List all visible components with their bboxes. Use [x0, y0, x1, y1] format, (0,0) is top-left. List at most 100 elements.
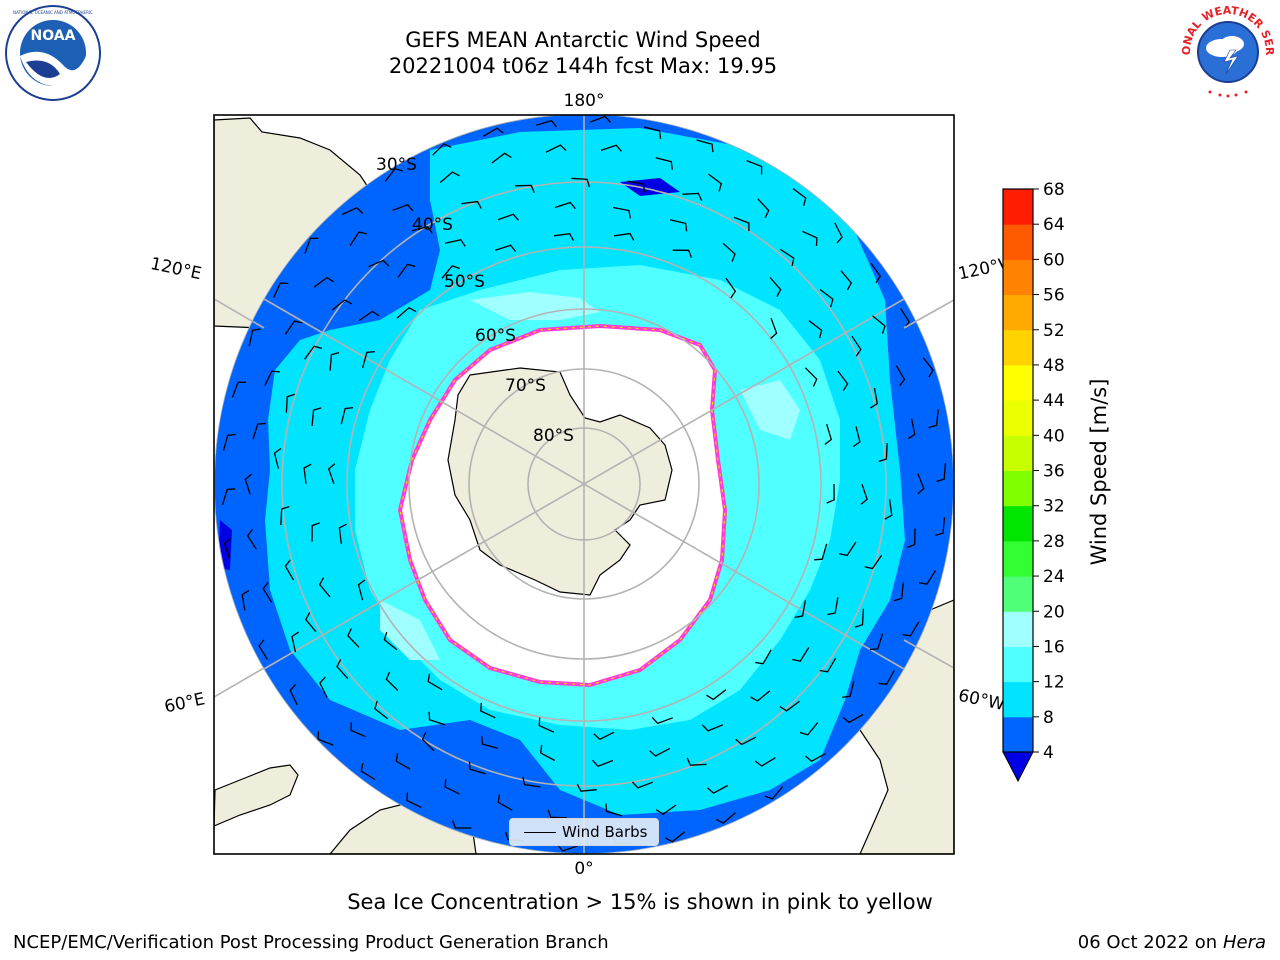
wind-barb — [757, 198, 770, 218]
wind-barb — [605, 803, 623, 817]
colorbar-tick-label: 32 — [1043, 497, 1065, 517]
wind-barb — [707, 784, 729, 794]
colorbar-tick-label: 20 — [1043, 602, 1065, 622]
wind-barb — [592, 759, 614, 767]
wind-barb — [870, 387, 879, 409]
wind-barb — [928, 409, 939, 429]
colorbar-segment — [1003, 259, 1033, 296]
wind-barb — [706, 689, 727, 701]
wind-barb — [406, 792, 422, 808]
wind-barb — [317, 731, 334, 746]
wind-barb — [342, 207, 364, 215]
colorbar-segment — [1003, 681, 1033, 718]
wind-barb — [917, 473, 925, 495]
wind-barb — [672, 249, 693, 259]
wind-barb — [497, 213, 519, 221]
colorbar-segment — [1003, 224, 1033, 260]
colorbar-segment — [1003, 435, 1033, 471]
wind-barb — [649, 747, 671, 757]
wind-barb — [802, 230, 818, 246]
colorbar-tick-label: 44 — [1043, 391, 1065, 411]
wind-barb — [819, 657, 837, 673]
wind-barb — [491, 152, 512, 164]
wind-barbs-legend: Wind Barbs — [509, 818, 659, 846]
legend-line-sample — [524, 832, 556, 833]
colorbar-tick-label: 60 — [1043, 250, 1065, 270]
wind-barb — [248, 328, 261, 347]
wind-barb — [715, 812, 736, 824]
wind-barb — [545, 144, 567, 153]
wind-barb — [794, 600, 807, 619]
wind-barb — [331, 299, 353, 311]
footer-credit: NCEP/EMC/Verification Post Processing Pr… — [13, 932, 609, 953]
colorbar-segment — [1003, 400, 1033, 436]
wind-barb — [754, 757, 776, 767]
colorbar-segment — [1003, 189, 1033, 225]
wind-barb — [539, 744, 556, 762]
wind-barb — [750, 690, 771, 702]
wind-barb — [702, 724, 724, 732]
wind-barb — [600, 144, 622, 152]
wind-barb — [350, 722, 366, 738]
wind-barb — [273, 282, 289, 298]
wind-barb — [665, 831, 686, 843]
wind-barb — [522, 776, 541, 788]
noaa-logo: NOAA NATIONAL OCEANIC AND ATMOSPHERIC — [5, 5, 101, 101]
wind-barb — [439, 171, 460, 183]
wind-barb — [357, 579, 366, 601]
lat-label-80s: 80°S — [533, 426, 574, 446]
map-frame — [213, 114, 955, 855]
map-subtitle: 20221004 t06z 144h fcst Max: 19.95 — [388, 54, 778, 78]
wind-barb — [451, 820, 472, 829]
wind-barb — [244, 473, 252, 495]
wind-barb — [805, 753, 826, 762]
wind-barb — [222, 433, 236, 451]
wind-barb — [383, 632, 398, 651]
lon-label-60w: 60°W — [956, 686, 1006, 715]
wind-barb — [361, 350, 375, 368]
wind-barb — [313, 276, 335, 288]
wind-barb — [221, 488, 236, 505]
wind-barb — [902, 621, 920, 637]
wind-barb — [289, 684, 298, 706]
wind-barb — [385, 671, 399, 691]
wind-barb — [769, 277, 782, 298]
wind-barb — [722, 242, 736, 262]
colorbar-segment — [1003, 576, 1033, 612]
wind-barb — [643, 126, 662, 139]
wind-barb — [396, 307, 417, 319]
wind-barb — [480, 702, 496, 719]
wind-barb — [864, 554, 883, 570]
wind-barb — [556, 844, 579, 852]
lon-label-60e: 60°E — [163, 689, 207, 717]
wind-barb — [708, 173, 723, 192]
wind-barb — [304, 237, 319, 254]
lon-label-0: 0° — [574, 859, 593, 879]
wind-barb — [327, 463, 336, 485]
wind-barb — [497, 794, 513, 811]
wind-barb — [735, 736, 757, 746]
wind-barb — [515, 184, 535, 193]
wind-barb — [632, 781, 654, 789]
wind-barb — [834, 222, 843, 244]
wind-barb — [593, 731, 615, 741]
lat-label-70s: 70°S — [505, 376, 546, 396]
wind-barb — [571, 177, 591, 188]
wind-barb — [792, 647, 810, 662]
wind-barb — [258, 639, 268, 660]
wind-barb — [495, 244, 517, 252]
wind-barb — [252, 422, 266, 440]
wind-barb — [878, 442, 888, 463]
wind-barb — [304, 345, 322, 360]
wind-barb — [428, 711, 446, 726]
wind-barb — [851, 335, 862, 357]
svg-text:NATIONAL OCEANIC AND ATMOSPHER: NATIONAL OCEANIC AND ATMOSPHERIC — [13, 10, 93, 15]
wind-barb — [340, 406, 354, 425]
wind-barb — [305, 612, 317, 633]
wind-barb — [935, 517, 946, 537]
wind-barb — [826, 483, 835, 504]
colorbar-tick-label: 28 — [1043, 532, 1065, 552]
wind-barb — [696, 139, 714, 153]
lat-label-40s: 40°S — [412, 215, 453, 235]
